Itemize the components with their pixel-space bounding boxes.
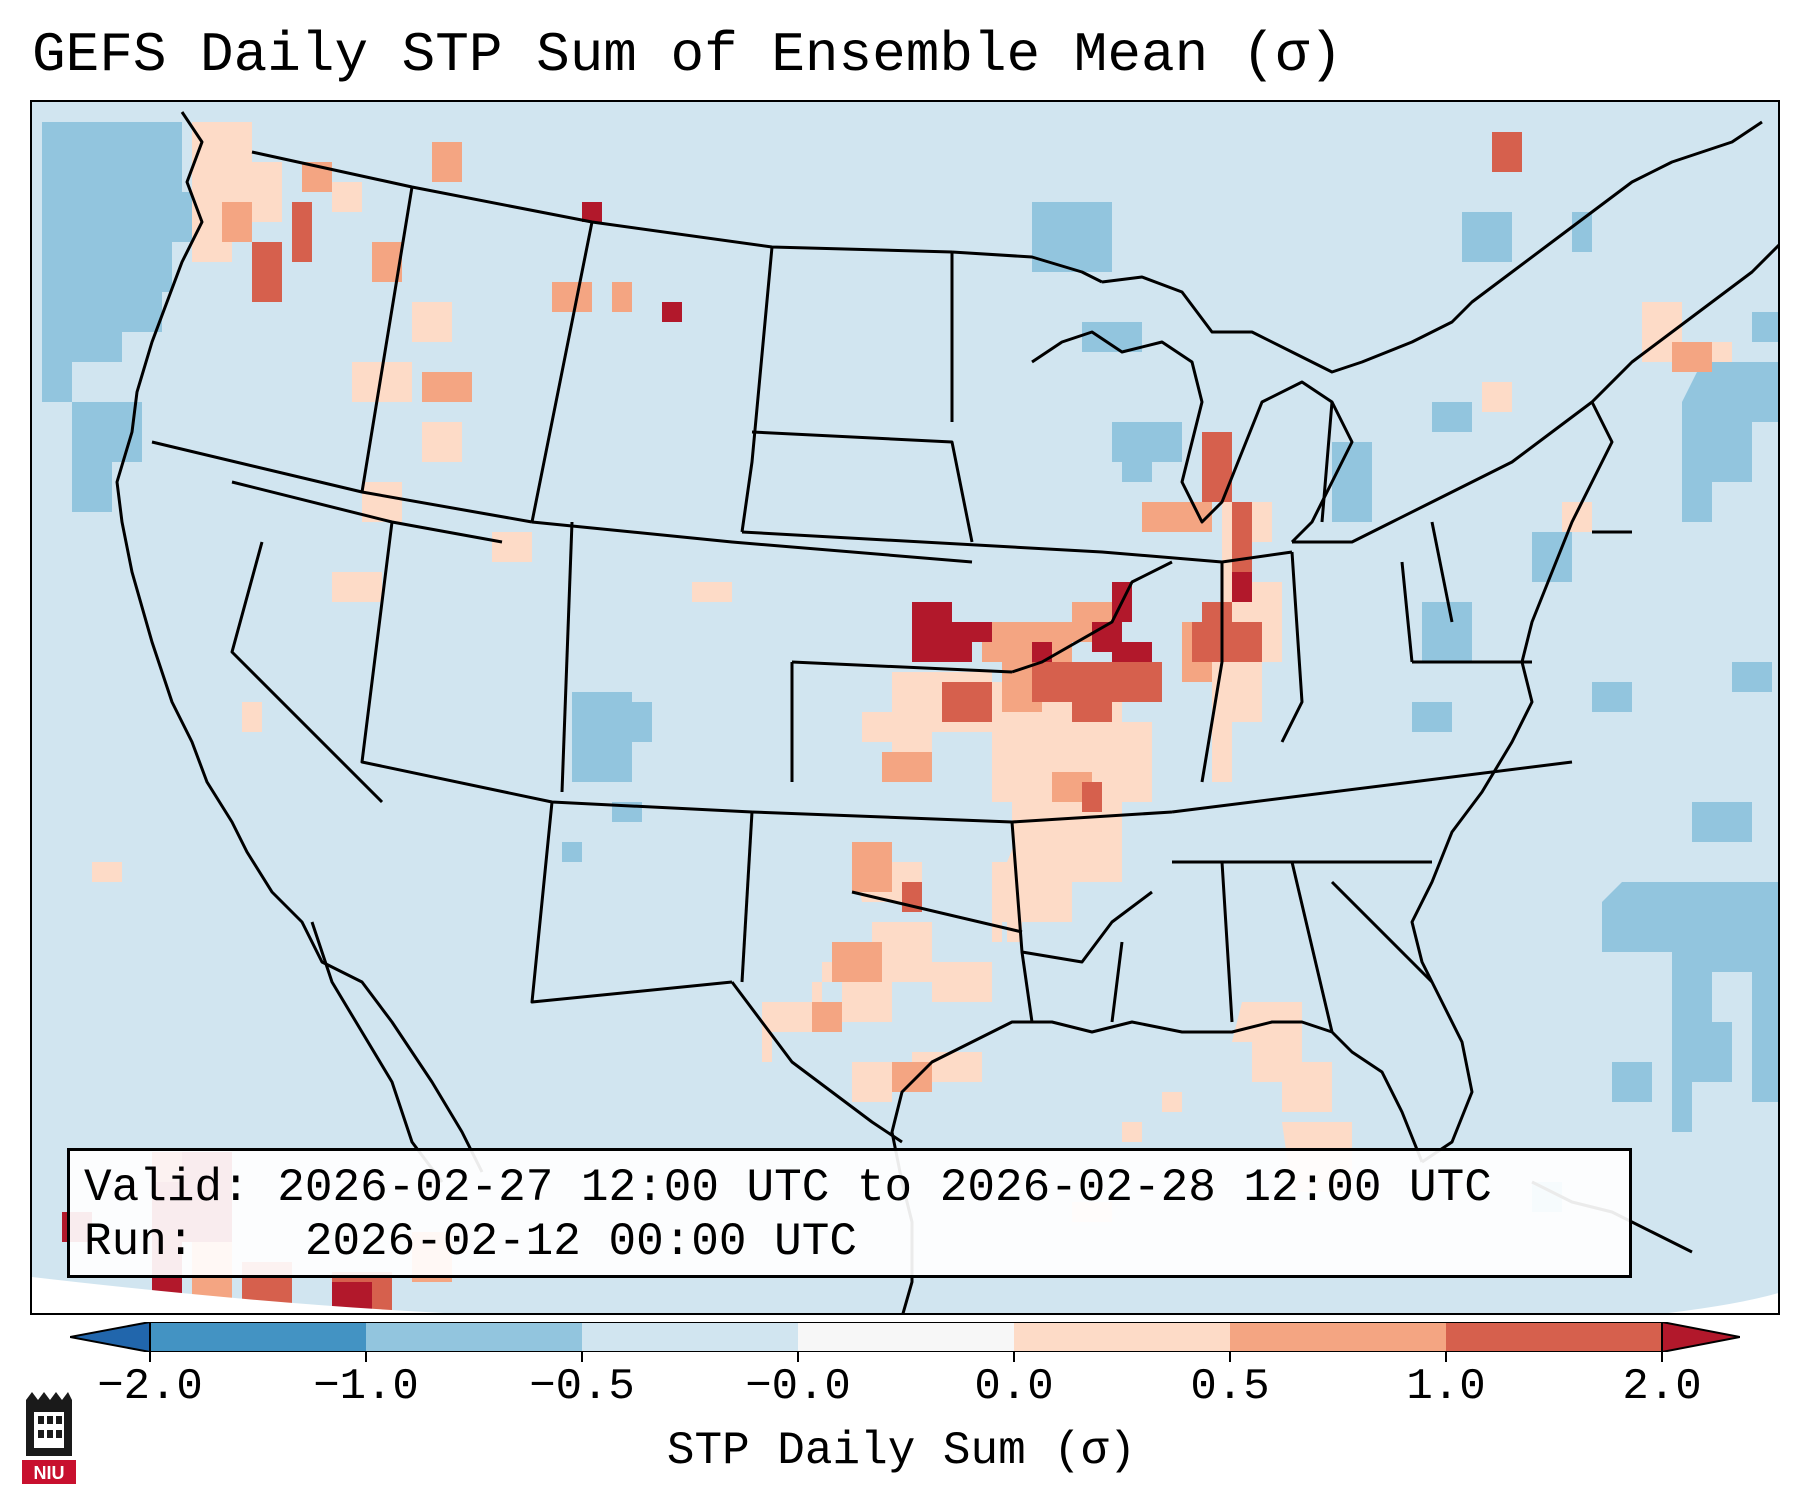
- colorbar-outline: [149, 1322, 1663, 1352]
- colorbar-bin-6: [1230, 1322, 1446, 1352]
- colorbar-bin-1: [150, 1322, 366, 1352]
- colorbar-bin-7: [1446, 1322, 1662, 1352]
- political-boundaries: [115, 111, 1778, 1313]
- run-label: Run:: [84, 1216, 195, 1268]
- colorbar-tick-label: −2.0: [97, 1362, 203, 1412]
- colorbar-tick-label: 2.0: [1622, 1362, 1702, 1412]
- run-row: Run: 2026-02-12 00:00 UTC: [84, 1215, 1615, 1269]
- colorbar-extend-low: [70, 1322, 151, 1352]
- colorbar-label: STP Daily Sum (σ): [666, 1425, 1137, 1477]
- us-map: [32, 102, 1778, 1313]
- valid-value: 2026-02-27 12:00 UTC to 2026-02-28 12:00…: [277, 1162, 1492, 1214]
- colorbar-bin-2: [366, 1322, 582, 1352]
- negative-anomaly-patches: [42, 122, 1778, 1212]
- colorbar-tick-marks: [149, 1352, 1663, 1362]
- chart-title: GEFS Daily STP Sum of Ensemble Mean (σ): [32, 23, 1343, 87]
- colorbar: [70, 1322, 1740, 1352]
- validity-info-box: Valid: 2026-02-27 12:00 UTC to 2026-02-2…: [67, 1148, 1632, 1278]
- colorbar-bin-3: [582, 1322, 798, 1352]
- svg-text:NIU: NIU: [34, 1463, 65, 1483]
- colorbar-bin-5: [1014, 1322, 1230, 1352]
- colorbar-bin-4: [798, 1322, 1014, 1352]
- colorbar-tick-label: −0.0: [745, 1362, 851, 1412]
- map-panel: [30, 100, 1780, 1315]
- niu-logo: NIU: [22, 1392, 76, 1484]
- outside-domain-region-right: [1668, 1293, 1778, 1313]
- valid-row: Valid: 2026-02-27 12:00 UTC to 2026-02-2…: [84, 1161, 1615, 1215]
- outside-domain-region: [32, 1277, 445, 1313]
- valid-label: Valid:: [84, 1162, 250, 1214]
- run-value: 2026-02-12 00:00 UTC: [304, 1216, 857, 1268]
- colorbar-tick-label: 0.0: [974, 1362, 1054, 1412]
- colorbar-extend-high: [1661, 1322, 1740, 1352]
- colorbar-tick-label: −0.5: [529, 1362, 635, 1412]
- colorbar-tick-label: 1.0: [1406, 1362, 1486, 1412]
- colorbar-tick-label: −1.0: [313, 1362, 419, 1412]
- colorbar-tick-label: 0.5: [1190, 1362, 1270, 1412]
